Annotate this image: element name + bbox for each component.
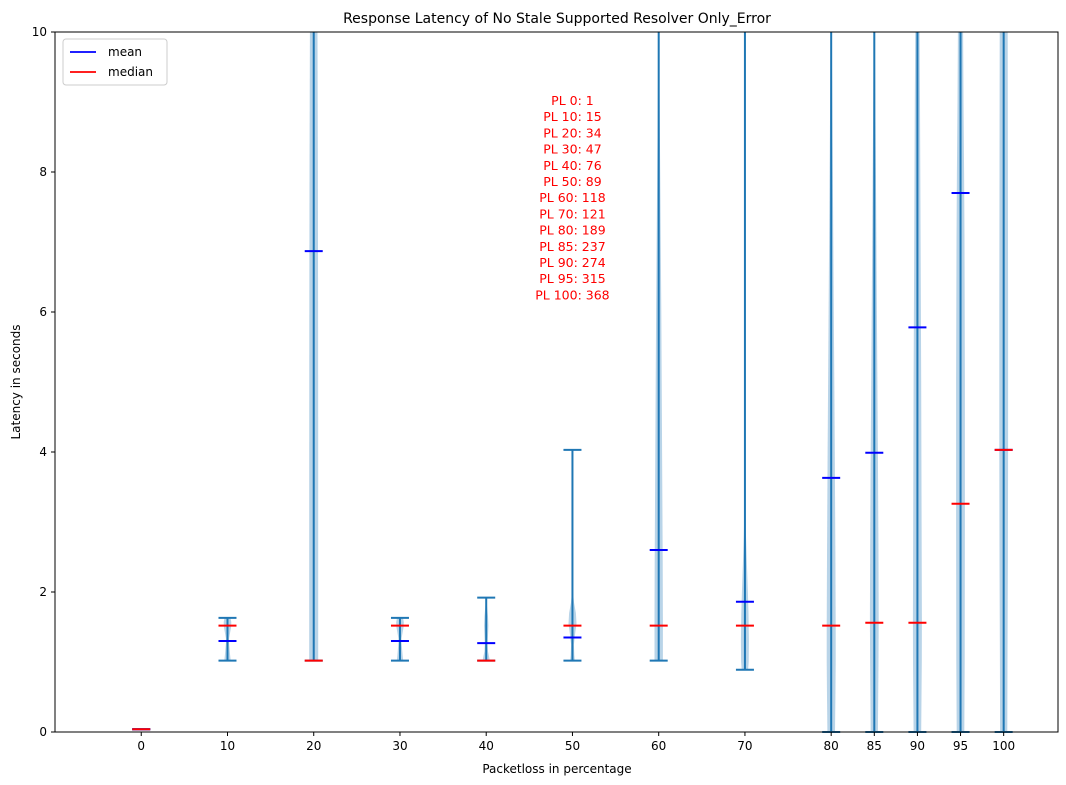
y-tick-label: 0 (39, 725, 47, 739)
x-tick-label: 50 (565, 739, 580, 753)
y-axis-label: Latency in seconds (9, 324, 23, 439)
x-axis-label: Packetloss in percentage (482, 762, 631, 776)
plot-frame (54, 31, 1059, 733)
annotation-line: PL 30: 47 (543, 142, 601, 157)
annotation-line: PL 60: 118 (539, 190, 605, 205)
y-axis: 0 2 4 6 8 10 (32, 25, 55, 739)
x-tick-label: 85 (867, 739, 882, 753)
violin-95 (951, 32, 970, 733)
annotation-line: PL 10: 15 (543, 109, 601, 124)
violin-60 (649, 32, 668, 662)
y-tick-label: 2 (39, 585, 47, 599)
violin-30 (390, 616, 409, 662)
y-tick-label: 8 (39, 165, 47, 179)
x-tick-label: 80 (824, 739, 839, 753)
violins-layer (132, 32, 1013, 733)
legend-box (62, 38, 168, 86)
x-axis: 0 10 20 30 40 50 60 70 80 85 90 95 100 (137, 732, 1015, 753)
x-tick-label: 0 (137, 739, 145, 753)
violin-40 (477, 596, 496, 662)
annotation-line: PL 20: 34 (543, 125, 602, 140)
violin-80 (822, 32, 841, 733)
annotation-line: PL 85: 237 (539, 239, 605, 254)
x-tick-label: 30 (392, 739, 407, 753)
annotation-line: PL 100: 368 (535, 287, 609, 302)
violin-85 (865, 32, 884, 733)
y-tick-label: 4 (39, 445, 47, 459)
annotation-line: PL 80: 189 (539, 223, 605, 238)
annotation-line: PL 70: 121 (539, 206, 605, 221)
x-tick-label: 95 (953, 739, 968, 753)
legend-mean-label: mean (108, 45, 142, 59)
annotation-line: PL 40: 76 (543, 158, 602, 173)
y-tick-label: 6 (39, 305, 47, 319)
y-tick-label: 10 (32, 25, 47, 39)
violin-50 (563, 448, 582, 662)
x-tick-label: 70 (737, 739, 752, 753)
x-tick-label: 40 (479, 739, 494, 753)
x-tick-label: 90 (910, 739, 925, 753)
annotation-line: PL 95: 315 (539, 271, 605, 286)
annotation-line: PL 50: 89 (543, 174, 602, 189)
violin-20 (304, 32, 323, 662)
annotation-line: PL 0: 1 (551, 93, 594, 108)
annotation-line: PL 90: 274 (539, 255, 605, 270)
x-tick-label: 100 (992, 739, 1015, 753)
violin-100 (994, 32, 1013, 733)
legend: mean median (62, 38, 168, 86)
violin-70 (735, 32, 754, 671)
x-tick-label: 20 (306, 739, 321, 753)
x-tick-label: 60 (651, 739, 666, 753)
legend-median-label: median (108, 65, 153, 79)
x-tick-label: 10 (220, 739, 235, 753)
violin-90 (908, 32, 927, 733)
violin-10 (218, 616, 237, 662)
chart-title: Response Latency of No Stale Supported R… (343, 11, 771, 27)
